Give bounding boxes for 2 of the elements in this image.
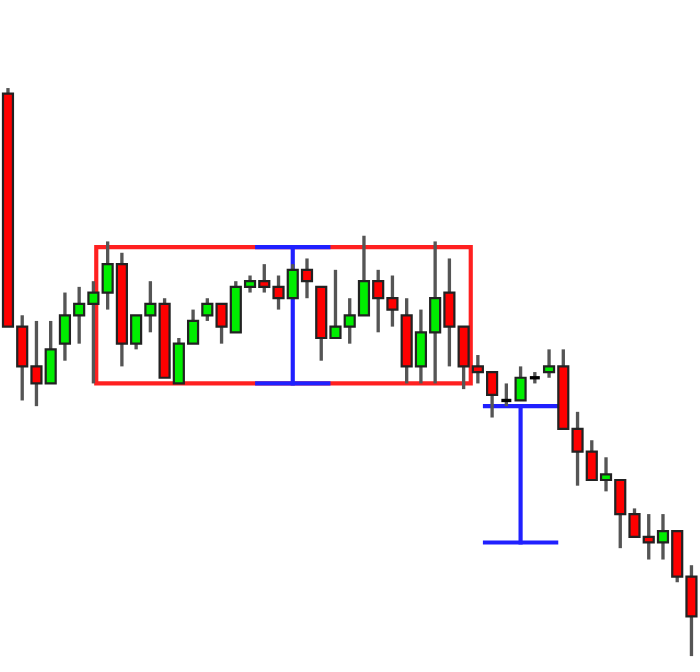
candlestick [514,364,527,403]
candlestick [499,381,513,408]
